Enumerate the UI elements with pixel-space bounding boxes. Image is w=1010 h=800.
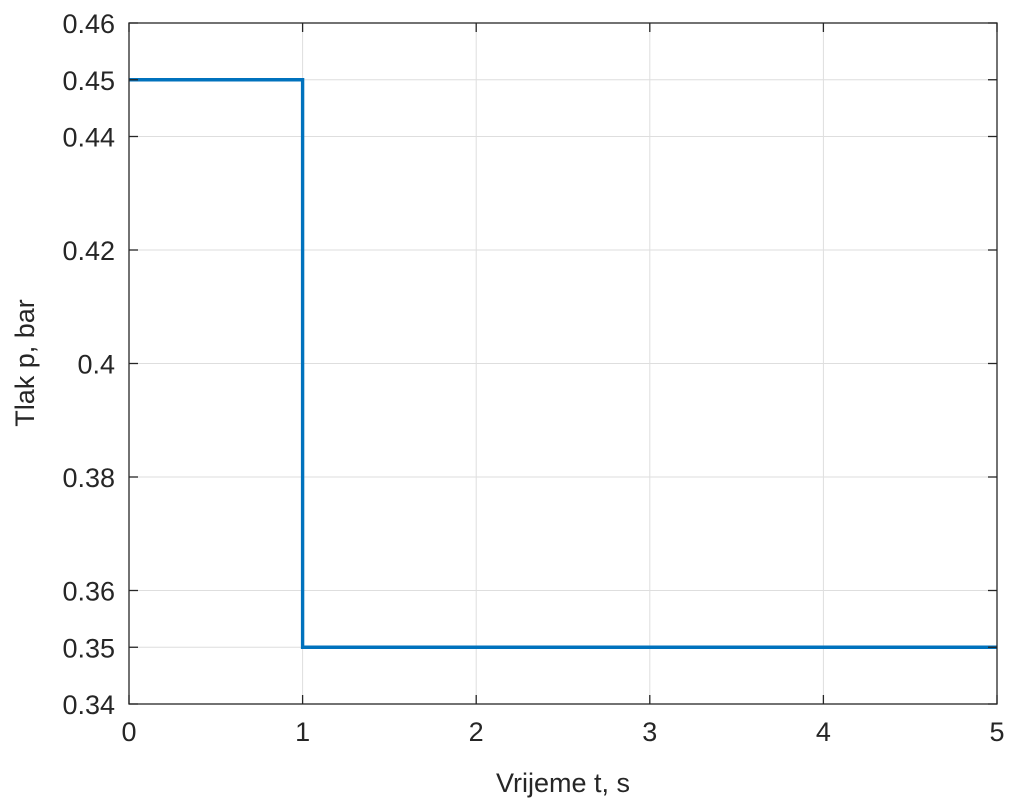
y-tick-label: 0.46 [62,9,115,39]
x-tick-label: 0 [121,717,136,747]
y-tick-label: 0.4 [77,350,115,380]
x-tick-label: 2 [469,717,484,747]
y-tick-labels: 0.34 0.35 0.36 0.38 0.4 0.42 0.44 0.45 0.46 [62,9,115,720]
x-tick-label: 4 [816,717,831,747]
x-tick-label: 5 [989,717,1004,747]
y-tick-label: 0.42 [62,236,115,266]
y-tick-label: 0.35 [62,633,115,663]
y-tick-label: 0.36 [62,577,115,607]
x-tick-label: 3 [642,717,657,747]
x-axis-label: Vrijeme t, s [496,768,630,798]
y-axis-label: Tlak p, bar [10,299,40,427]
y-tick-label: 0.34 [62,690,115,720]
x-tick-label: 1 [295,717,310,747]
tick-marks [128,22,998,705]
series-line-0 [129,78,997,649]
x-tick-labels: 0 1 2 3 4 5 [121,717,1004,747]
y-tick-label: 0.44 [62,123,115,153]
y-tick-label: 0.45 [62,66,115,96]
y-tick-label: 0.38 [62,463,115,493]
series-group [129,78,997,649]
